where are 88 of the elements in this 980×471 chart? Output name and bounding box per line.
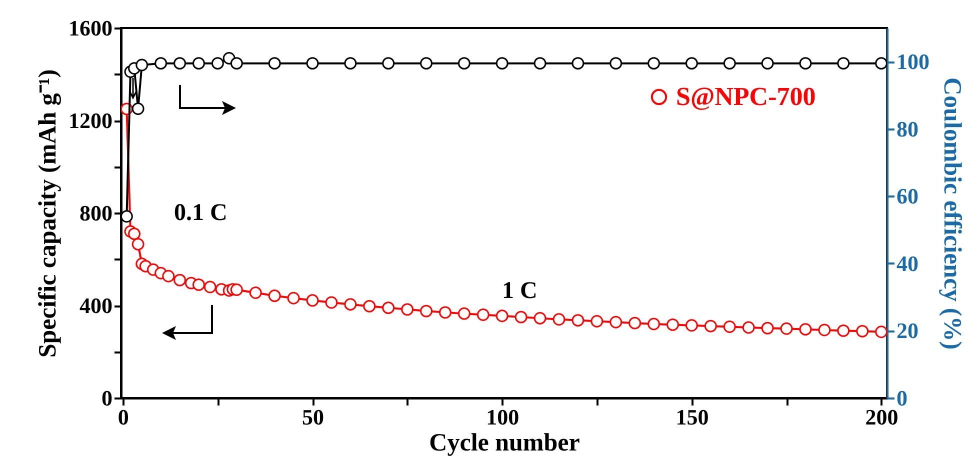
point <box>211 57 224 70</box>
point <box>132 102 144 115</box>
point <box>496 310 508 322</box>
point <box>438 306 452 319</box>
y2-tick-label: 40 <box>896 250 918 276</box>
point <box>162 270 175 282</box>
point <box>268 57 281 70</box>
legend-label: S@NPC-700 <box>676 82 816 111</box>
point <box>837 324 850 337</box>
point <box>287 292 300 304</box>
point <box>230 57 243 70</box>
annotation: 0.1 C <box>174 200 228 227</box>
point <box>837 57 850 70</box>
y2-tick-label: 80 <box>896 116 918 142</box>
point <box>552 313 566 326</box>
annotation: 1 C <box>502 278 538 305</box>
point <box>204 280 216 294</box>
x-tick-label: 0 <box>118 404 129 430</box>
point <box>685 319 698 332</box>
point <box>666 318 679 331</box>
y-tick-label: 1200 <box>68 108 112 133</box>
point <box>121 210 133 223</box>
point <box>856 324 869 338</box>
point <box>325 296 338 309</box>
point <box>723 57 736 70</box>
point <box>610 57 622 70</box>
y-tick-label: 0 <box>102 386 112 410</box>
point <box>154 57 168 70</box>
point <box>230 284 243 296</box>
point <box>136 58 148 72</box>
point <box>249 286 262 299</box>
point <box>458 57 470 70</box>
point <box>875 326 887 338</box>
point <box>401 303 414 316</box>
point <box>382 57 395 70</box>
point <box>476 308 490 321</box>
point <box>704 320 717 332</box>
x-tick-label: 150 <box>676 404 709 430</box>
point <box>192 278 205 291</box>
x-tick-label: 200 <box>865 404 898 430</box>
point <box>610 316 622 328</box>
point <box>685 57 698 70</box>
point <box>572 57 584 70</box>
point <box>648 57 660 70</box>
y2-axis-title: Coulombic efficiency (%) <box>938 77 966 350</box>
y2-tick-label: 20 <box>896 318 918 344</box>
point <box>761 322 774 334</box>
y2-tick-label: 100 <box>896 49 930 74</box>
y2-tick-label: 60 <box>896 184 918 209</box>
point <box>382 302 395 314</box>
point <box>761 57 774 70</box>
y-tick-label: 1600 <box>68 16 112 40</box>
point <box>534 312 546 324</box>
point <box>799 323 812 336</box>
point <box>420 304 432 318</box>
point <box>132 238 144 250</box>
point <box>818 324 831 336</box>
point <box>799 57 812 70</box>
point <box>628 316 642 330</box>
point <box>572 314 584 327</box>
y-tick-label: 800 <box>80 200 112 226</box>
point <box>590 315 604 328</box>
x-tick-label: 50 <box>302 404 324 430</box>
point <box>496 57 508 70</box>
point <box>344 298 357 311</box>
point <box>458 307 470 320</box>
point <box>306 57 319 70</box>
y-axis-title: Specific capacity (mAh g⁻¹) <box>34 69 62 358</box>
point <box>174 57 186 70</box>
point <box>192 57 205 70</box>
point <box>174 274 186 286</box>
point <box>363 300 376 312</box>
point <box>420 57 432 70</box>
point <box>344 57 357 70</box>
point <box>128 228 140 240</box>
point <box>875 57 887 70</box>
point <box>534 57 546 70</box>
point <box>723 320 736 333</box>
point <box>742 321 755 334</box>
point <box>648 318 660 330</box>
x-tick-label: 100 <box>486 404 520 430</box>
point <box>514 310 528 324</box>
y-tick-label: 400 <box>80 293 112 318</box>
point <box>306 294 319 307</box>
point <box>780 322 793 335</box>
y2-tick-label: 0 <box>896 386 908 410</box>
x-axis-title: Cycle number <box>429 430 580 456</box>
point <box>268 290 281 302</box>
